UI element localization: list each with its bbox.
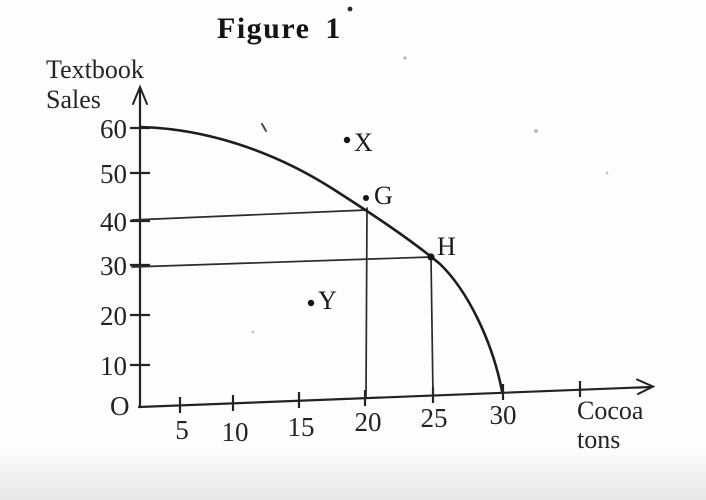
guide-vertical-H xyxy=(430,256,434,397)
point-label-H: H xyxy=(437,232,456,261)
y-tick-label-40: 40 xyxy=(100,207,127,237)
point-dot-G xyxy=(363,195,369,201)
y-tick-label-30: 30 xyxy=(100,251,127,281)
x-axis-ticks xyxy=(178,381,582,413)
point-dot-Y xyxy=(307,299,315,307)
x-tick-label-30: 30 xyxy=(490,400,517,430)
y-tick-label-10: 10 xyxy=(100,351,127,381)
x-axis-arrow-icon xyxy=(636,378,656,395)
point-label-X: X xyxy=(354,128,373,157)
x-tick-label-15: 15 xyxy=(288,412,315,442)
y-tick-label-60: 60 xyxy=(100,114,127,144)
scan-specks xyxy=(251,6,609,334)
y-axis-title: Textbook Sales xyxy=(46,55,144,115)
figure-title: Figure 1 xyxy=(217,12,342,45)
x-axis-line xyxy=(137,385,653,409)
x-axis-title: Cocoa tons xyxy=(577,396,644,455)
y-axis-arrow-icon xyxy=(132,84,148,105)
point-dot-X xyxy=(343,136,351,144)
x-tick-label-10: 10 xyxy=(222,417,249,447)
x-tick-label-5: 5 xyxy=(175,415,189,445)
guide-lines xyxy=(131,207,434,399)
y-axis-tick-labels: 60 50 40 30 20 10 xyxy=(100,114,127,381)
origin-label: O xyxy=(110,391,130,421)
point-dot-H xyxy=(427,253,435,261)
y-tick-label-50: 50 xyxy=(100,159,127,189)
x-tick-label-20: 20 xyxy=(355,407,382,437)
x-axis-tick-labels: 5 10 15 20 25 30 xyxy=(175,400,516,447)
guide-horizontal-G xyxy=(131,209,368,221)
y-axis xyxy=(132,84,148,409)
point-dots xyxy=(307,136,435,307)
point-label-G: G xyxy=(374,181,393,210)
point-label-Y: Y xyxy=(318,286,337,315)
guide-horizontal-H xyxy=(131,256,432,268)
x-tick-label-25: 25 xyxy=(421,403,448,433)
ppc-curve xyxy=(139,125,504,393)
guide-vertical-G xyxy=(365,207,368,399)
y-tick-label-20: 20 xyxy=(100,301,127,331)
x-axis xyxy=(137,378,656,409)
y-axis-ticks xyxy=(130,126,150,367)
point-labels: X G H Y xyxy=(318,128,456,315)
